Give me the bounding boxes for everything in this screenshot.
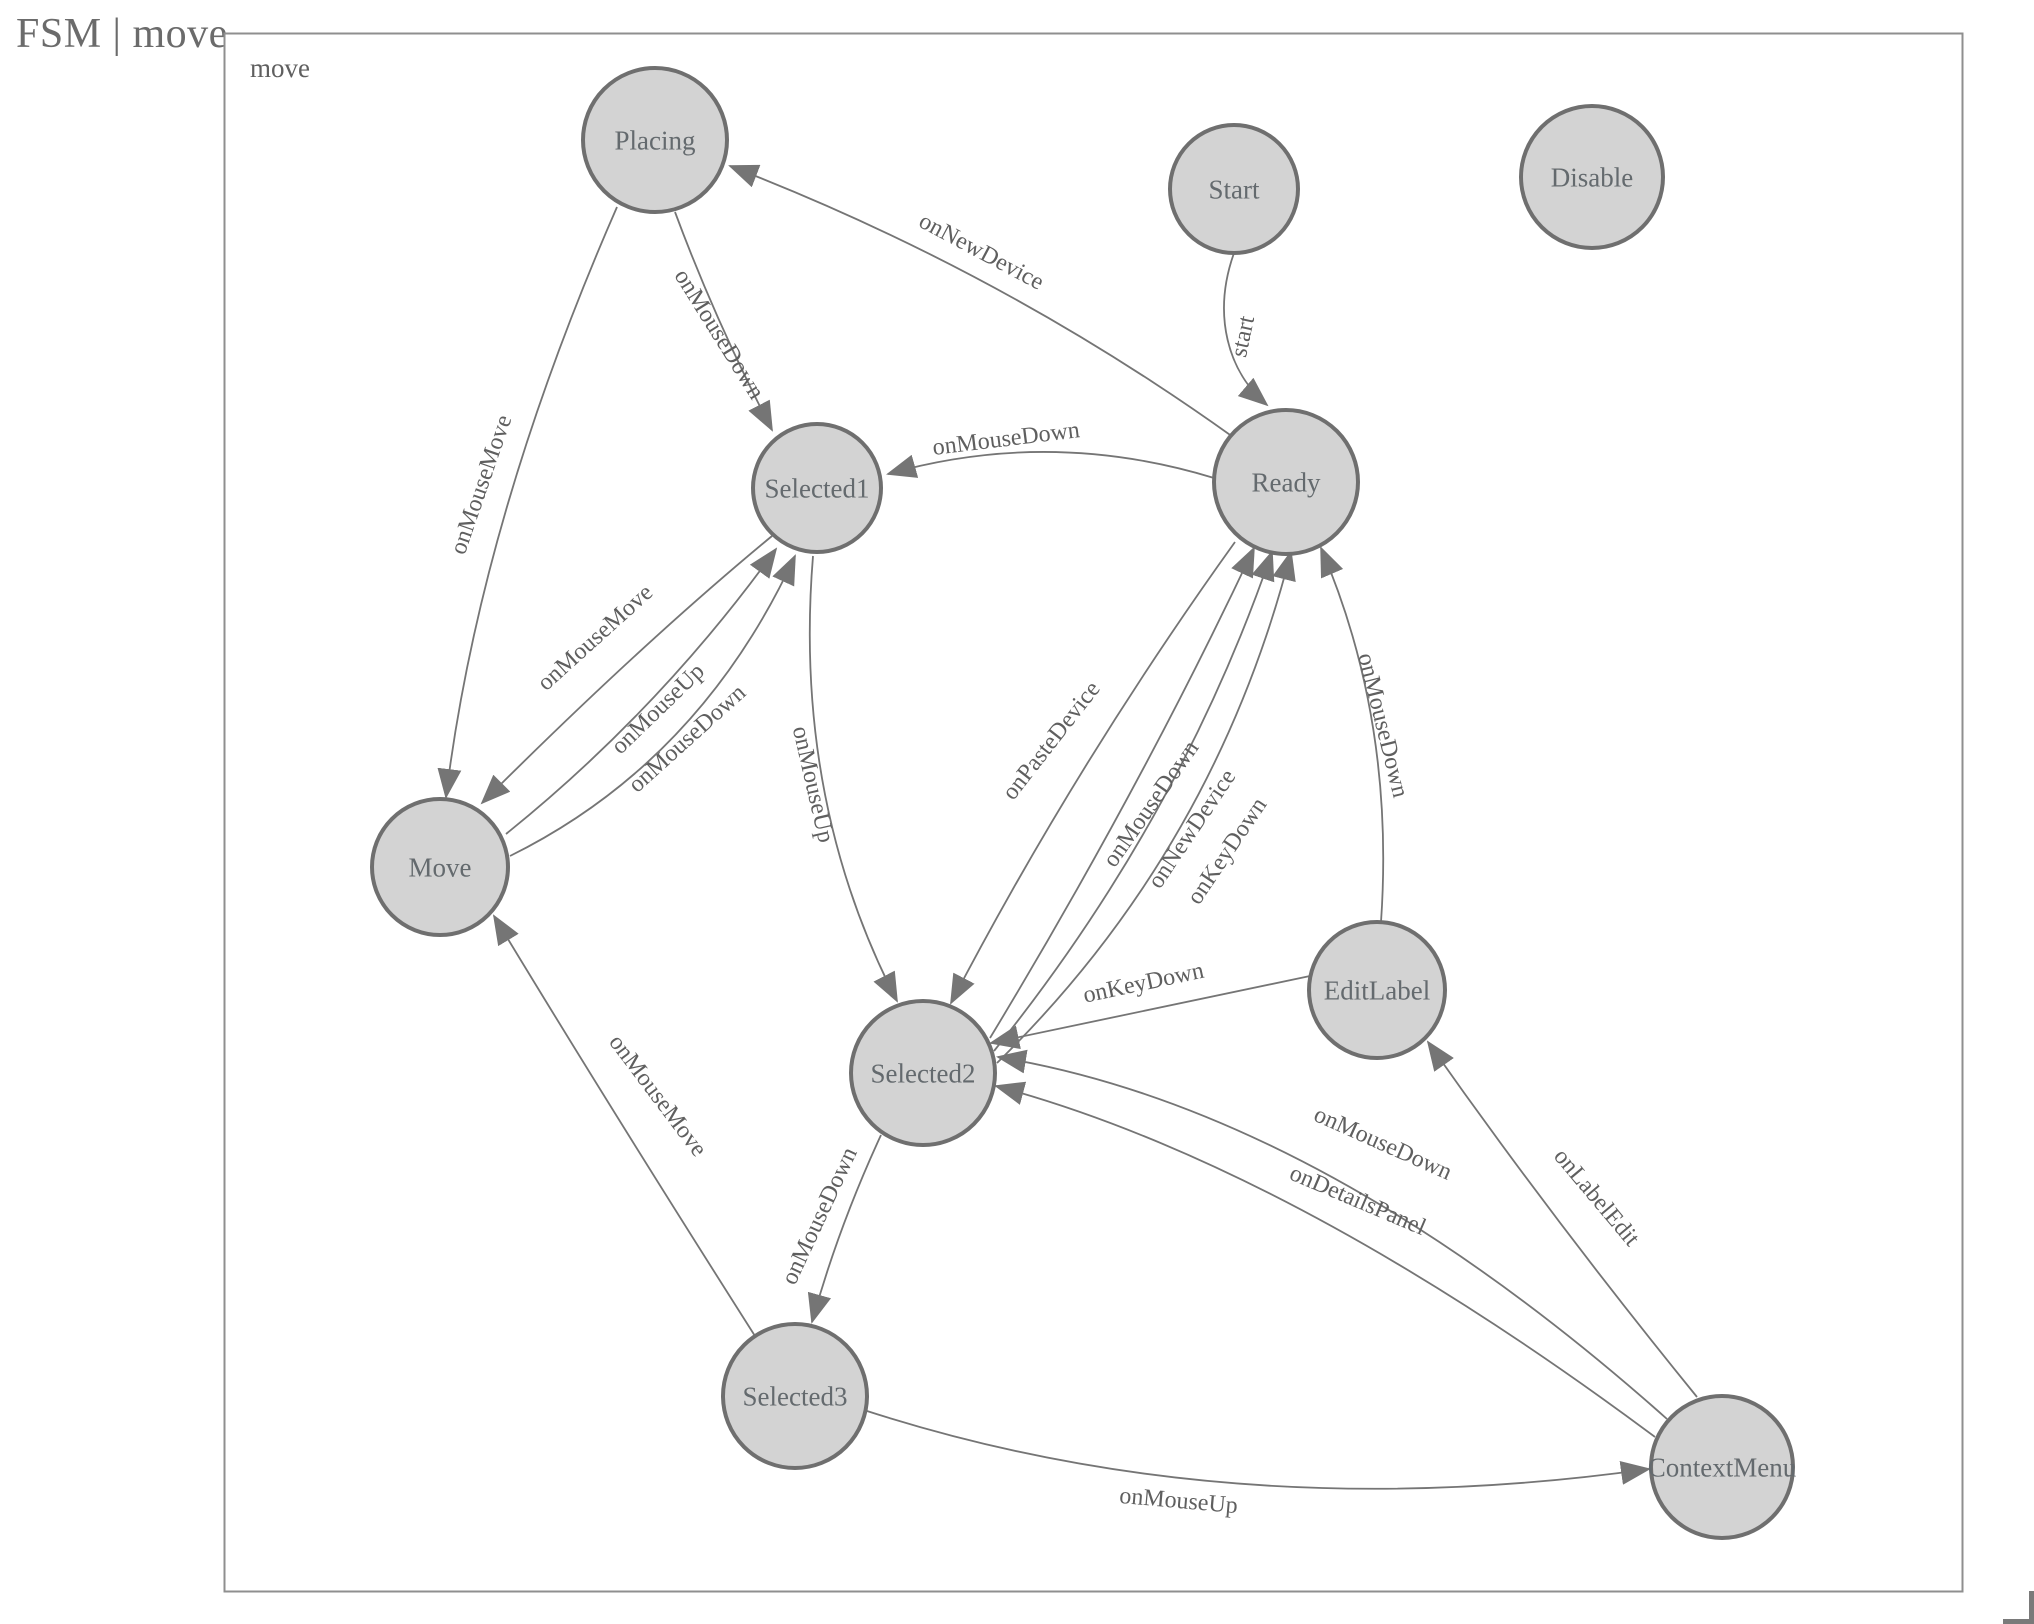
edge-placing-move[interactable] — [437, 206, 618, 799]
node-selected3-circle[interactable] — [721, 1322, 869, 1470]
node-disable[interactable]: Disable — [1519, 104, 1665, 250]
node-selected1[interactable]: Selected1 — [751, 422, 883, 554]
node-move[interactable]: Move — [370, 797, 510, 937]
edge-selected2-ready-onmousedown[interactable] — [989, 546, 1255, 1039]
node-start-label: Start — [1209, 174, 1260, 204]
node-selected3-label: Selected3 — [743, 1381, 848, 1411]
node-ready-label: Ready — [1252, 467, 1321, 497]
node-disable-label: Disable — [1551, 162, 1633, 192]
edge-selected3-contextmenu[interactable] — [866, 1410, 1651, 1490]
edge-contextmenu-editlabel[interactable] — [1426, 1040, 1698, 1398]
node-editlabel[interactable]: EditLabel — [1307, 920, 1447, 1060]
edge-selected2-ready-onkeydown[interactable] — [996, 550, 1296, 1064]
node-move-label: Move — [409, 852, 472, 882]
edge-selected1-selected2[interactable] — [808, 555, 898, 1003]
node-contextmenu-circle[interactable] — [1649, 1394, 1795, 1540]
node-editlabel-label: EditLabel — [1324, 975, 1430, 1005]
edge-move-selected1-onmouseup[interactable] — [505, 547, 778, 835]
edge-contextmenu-selected2-ondetailspanel[interactable] — [994, 1081, 1656, 1438]
node-placing[interactable]: Placing — [581, 66, 729, 214]
node-start-circle[interactable] — [1168, 123, 1300, 255]
node-editlabel-circle[interactable] — [1307, 920, 1447, 1060]
edge-placing-selected1[interactable] — [674, 211, 773, 432]
edge-ready-selected2[interactable] — [950, 541, 1236, 1005]
diagram-canvas[interactable] — [223, 32, 1964, 1593]
node-start[interactable]: Start — [1168, 123, 1300, 255]
node-contextmenu[interactable]: ContextMenu — [1648, 1394, 1797, 1540]
node-placing-label: Placing — [615, 125, 696, 155]
node-selected1-label: Selected1 — [765, 473, 870, 503]
edges-layer — [437, 164, 1698, 1490]
edge-ready-selected1[interactable] — [886, 451, 1215, 479]
node-selected2-circle[interactable] — [849, 999, 997, 1147]
node-contextmenu-label: ContextMenu — [1648, 1452, 1797, 1482]
node-selected3[interactable]: Selected3 — [721, 1322, 869, 1470]
edge-start-ready[interactable] — [1223, 252, 1269, 407]
node-move-circle[interactable] — [370, 797, 510, 937]
scrollbar-vertical-thumb[interactable] — [2029, 1591, 2034, 1624]
edge-selected2-selected3[interactable] — [807, 1134, 882, 1324]
scrollbar-corner — [2003, 1591, 2034, 1624]
scrollbar-horizontal-thumb[interactable] — [2003, 1619, 2034, 1624]
edge-contextmenu-selected2-onmousedown[interactable] — [996, 1049, 1668, 1420]
node-selected2[interactable]: Selected2 — [849, 999, 997, 1147]
edge-selected1-move[interactable] — [480, 535, 773, 805]
node-ready[interactable]: Ready — [1212, 408, 1360, 556]
node-selected1-circle[interactable] — [751, 422, 883, 554]
node-selected2-label: Selected2 — [871, 1058, 976, 1088]
canvas-mode-label: move — [250, 53, 310, 83]
node-ready-circle[interactable] — [1212, 408, 1360, 556]
page-title: FSM | move — [16, 11, 228, 57]
edge-ready-placing[interactable] — [728, 164, 1234, 438]
edge-selected3-move[interactable] — [492, 914, 756, 1337]
node-placing-circle[interactable] — [581, 66, 729, 214]
edge-selected2-ready-onnewdevice[interactable] — [993, 550, 1275, 1052]
edge-move-selected1-onmousedown[interactable] — [509, 554, 796, 857]
nodes-layer: Placing Start Disable Selected1 Ready Mo… — [370, 66, 1797, 1540]
node-disable-circle[interactable] — [1519, 104, 1665, 250]
edge-editlabel-ready[interactable] — [1320, 546, 1385, 923]
edge-editlabel-selected2[interactable] — [989, 975, 1311, 1050]
